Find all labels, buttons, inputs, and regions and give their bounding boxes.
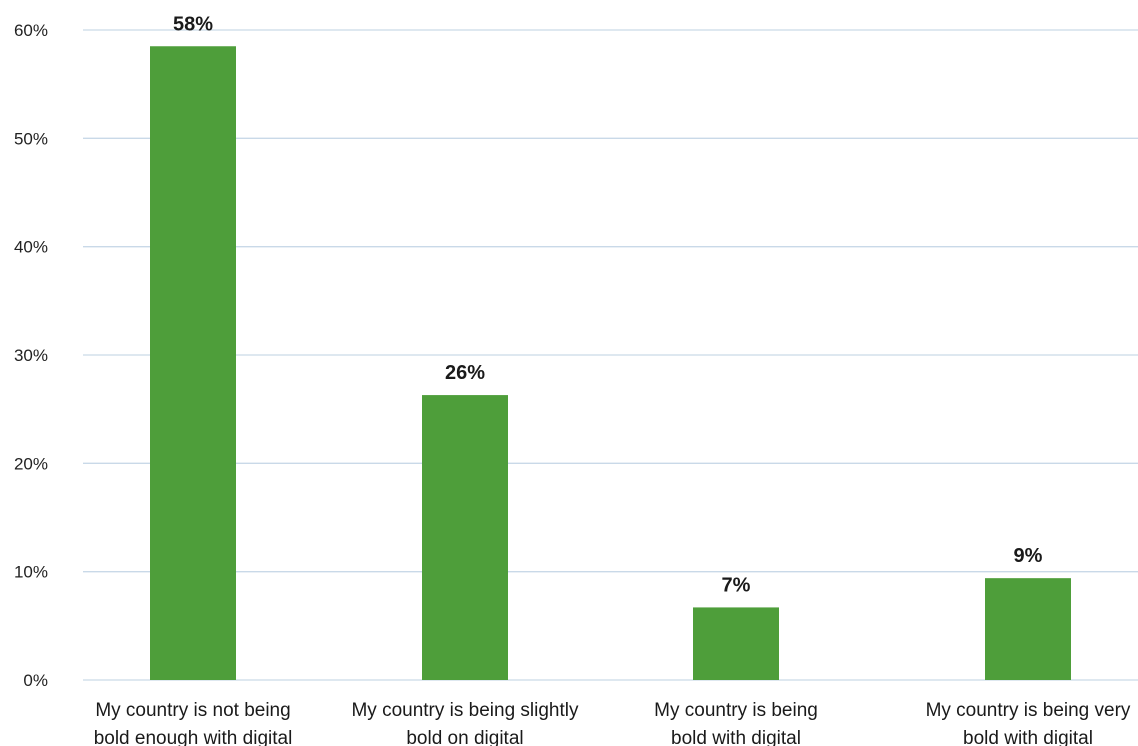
category-label-line: bold enough with digital <box>94 728 293 746</box>
category-label: My country is being very bold with digita… <box>926 700 1131 746</box>
category-label: My country is being slightly bold on digi… <box>351 700 579 746</box>
data-labels: 58% 26% 7% 9% <box>173 13 1043 596</box>
category-label-line: bold on digital <box>406 728 523 746</box>
category-label: My country is not being bold enough with … <box>94 700 293 746</box>
x-axis-category-labels: My country is not being bold enough with … <box>94 700 1131 746</box>
y-axis-tick-labels: 0% 10% 20% 30% 40% 50% 60% <box>14 21 48 690</box>
y-tick-label: 50% <box>14 129 48 148</box>
y-tick-label: 20% <box>14 454 48 473</box>
category-label-line: My country is not being <box>95 700 290 721</box>
y-tick-label: 60% <box>14 21 48 40</box>
y-tick-label: 40% <box>14 238 48 257</box>
bar <box>985 578 1071 680</box>
category-label-line: bold with digital <box>963 728 1093 746</box>
category-label-line: bold with digital <box>671 728 801 746</box>
bars <box>150 46 1071 680</box>
category-label-line: My country is being very <box>926 700 1131 721</box>
category-label-line: My country is being <box>654 700 818 721</box>
data-label: 58% <box>173 13 213 35</box>
bar <box>693 607 779 680</box>
y-tick-label: 10% <box>14 563 48 582</box>
gridlines <box>83 29 1138 681</box>
data-label: 9% <box>1014 545 1043 567</box>
y-tick-label: 0% <box>23 671 48 690</box>
bar <box>150 46 236 680</box>
y-tick-label: 30% <box>14 346 48 365</box>
category-label-line: My country is being slightly <box>351 700 579 721</box>
category-label: My country is being bold with digital <box>654 700 818 746</box>
data-label: 26% <box>445 362 485 384</box>
data-label: 7% <box>722 574 751 596</box>
bar <box>422 395 508 680</box>
